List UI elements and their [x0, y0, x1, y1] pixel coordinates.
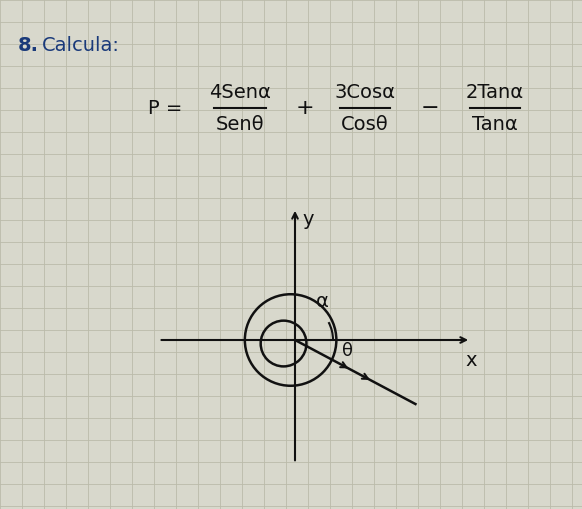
- Text: y: y: [302, 210, 314, 229]
- Text: 3Cosα: 3Cosα: [335, 82, 396, 101]
- Text: Senθ: Senθ: [216, 115, 264, 133]
- Text: −: −: [421, 98, 439, 118]
- Text: 8.: 8.: [18, 36, 39, 54]
- Text: 2Tanα: 2Tanα: [466, 82, 524, 101]
- Text: Tanα: Tanα: [472, 115, 518, 133]
- Text: Calcula:: Calcula:: [42, 36, 120, 54]
- Text: P =: P =: [148, 99, 182, 118]
- Text: 4Senα: 4Senα: [209, 82, 271, 101]
- Text: θ: θ: [342, 342, 353, 360]
- Text: α: α: [316, 292, 329, 310]
- Text: Cosθ: Cosθ: [341, 115, 389, 133]
- Text: +: +: [296, 98, 314, 118]
- Text: x: x: [465, 351, 477, 370]
